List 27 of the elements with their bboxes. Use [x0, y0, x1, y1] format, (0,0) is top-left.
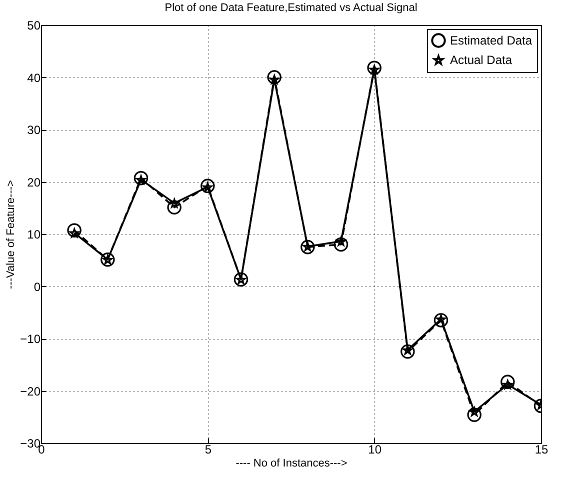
point: [67, 223, 82, 238]
point: [467, 408, 482, 422]
y-tick-label: 30: [27, 123, 41, 137]
x-axis-title: ---- No of Instances--->: [236, 458, 348, 470]
point: [334, 237, 348, 252]
point: [167, 200, 182, 214]
x-tick-label: 15: [534, 442, 548, 456]
y-axis-title: ---Value of Feature--->: [5, 180, 18, 289]
point: [134, 170, 148, 186]
y-tick-label: 10: [27, 228, 41, 242]
point: [400, 344, 415, 359]
y-tick-label: −10: [20, 332, 41, 346]
y-tick-label: 50: [27, 18, 41, 32]
chart-title: Plot of one Data Feature,Estimated vs Actual Signal: [164, 2, 418, 14]
point: [200, 178, 215, 194]
legend-label: Actual Data: [450, 53, 512, 67]
x-tick-label: 5: [204, 442, 212, 456]
y-tick-label: 0: [34, 280, 41, 294]
point: [367, 60, 382, 75]
legend-label: Estimated Data: [450, 34, 532, 48]
y-tick-label: −20: [20, 384, 41, 398]
y-tick-label: 40: [27, 70, 41, 85]
point: [267, 70, 282, 84]
x-tick-label: 10: [368, 442, 382, 456]
point: [434, 313, 448, 328]
y-tick-label: 20: [27, 175, 41, 190]
point: [500, 374, 515, 389]
